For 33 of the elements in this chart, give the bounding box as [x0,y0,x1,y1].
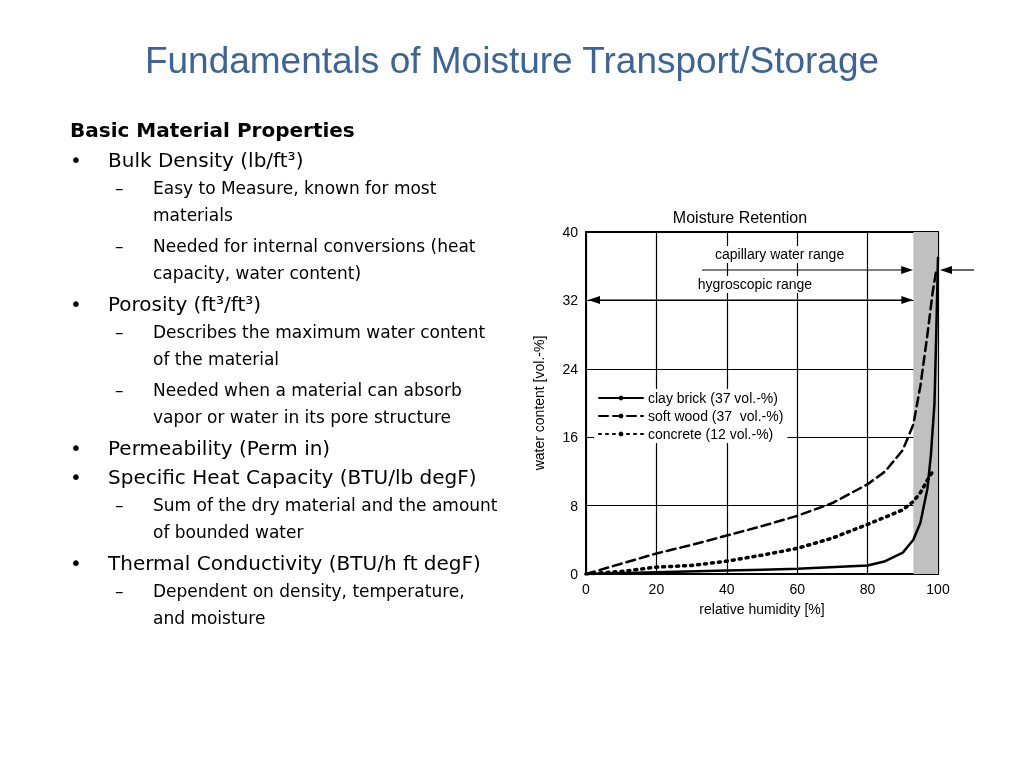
y-tick-label: 24 [562,360,579,377]
text: – Needed for internal conversions (heat capacity, water content) [115,236,476,283]
text: • Thermal Conductivity (BTU/h ft degF) [70,551,481,575]
legend-label: clay brick (37 vol.-%) [648,390,778,406]
y-tick-label: 8 [570,497,579,514]
y-tick-label: 16 [562,429,579,446]
y-tick-label: 32 [562,292,579,309]
annotation: hygroscopic range [695,276,815,294]
text: – Needed when a material can absorb vapor or water in its pore structure [115,380,462,427]
x-tick-label: 60 [789,581,806,597]
text: • Specific Heat Capacity (BTU/lb degF) [70,465,477,489]
y-tick-label: 0 [570,566,579,582]
text: • Bulk Density (lb/ft³) [70,148,304,172]
x-tick-label: 40 [719,581,735,597]
x-tick-label: 80 [859,581,876,597]
legend-label: soft wood (37 vol.-%) [648,408,784,424]
annotation: capillary water range [713,246,847,264]
text: – Sum of the dry material and the amount of bounded water [115,495,498,542]
y-tick-label: 40 [562,224,579,240]
x-tick-label: 0 [582,581,591,597]
x-tick-label: 100 [926,581,950,597]
text: – Dependent on density, temperature, and moisture [115,581,465,628]
legend-label: concrete (12 vol.-%) [648,426,774,442]
text: Basic Material Properties [70,118,355,142]
chart-title: Fundamentals of Moisture Transport/Storage [143,40,881,82]
x-axis-title: relative humidity [%] [699,601,825,617]
y-axis-title: water content [vol.-%] [531,335,547,472]
text: • Porosity (ft³/ft³) [70,292,262,316]
chart-subtitle: Moisture Retention [672,208,808,226]
text: – Describes the maximum water content of the material [115,322,486,369]
x-tick-label: 20 [648,581,665,597]
text: – Easy to Measure, known for most materials [115,178,437,225]
text: • Permeability (Perm in) [70,436,331,460]
